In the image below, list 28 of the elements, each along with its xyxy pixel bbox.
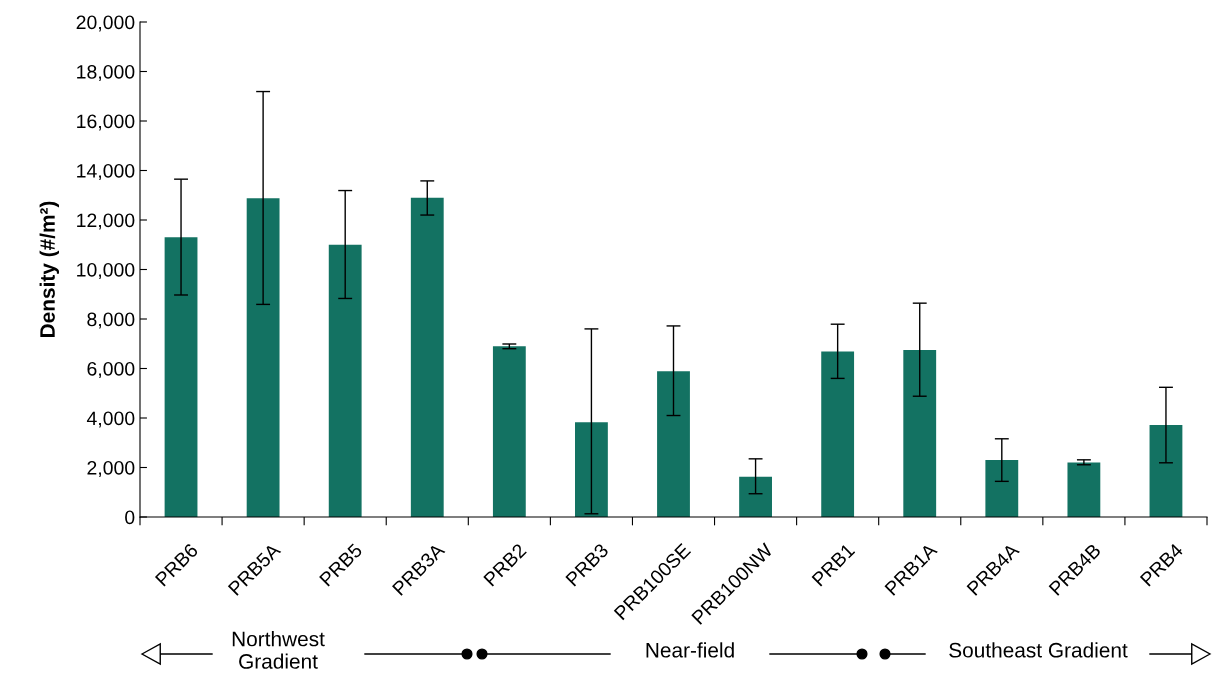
bar <box>575 422 608 517</box>
y-tick-label: 8,000 <box>87 312 135 329</box>
y-tick-label: 16,000 <box>77 114 135 131</box>
bar <box>821 351 855 517</box>
text: Southeast Gradient <box>949 642 1128 658</box>
bar <box>328 244 362 517</box>
y-tick-label: 6,000 <box>87 361 135 379</box>
y-tick-label: 10,000 <box>77 262 135 280</box>
y-tick-label: 20,000 <box>76 15 135 32</box>
y-tick-label: 12,000 <box>77 213 135 230</box>
bar <box>492 346 526 517</box>
bar <box>164 237 198 517</box>
y-tick-label: 2,000 <box>87 460 135 478</box>
bar <box>1149 424 1183 517</box>
y-axis-title: Density (#/m²) <box>39 201 60 337</box>
text: Near-field <box>646 642 734 658</box>
bar <box>1067 462 1101 517</box>
bar <box>410 197 444 517</box>
bar <box>739 476 772 517</box>
text: Northwest Gradient <box>232 631 325 669</box>
y-tick-label: 14,000 <box>77 163 135 181</box>
bar <box>657 371 690 517</box>
y-tick-label: 4,000 <box>86 411 135 428</box>
y-tick-label: 0 <box>125 510 135 525</box>
bar <box>246 198 280 517</box>
bar <box>985 460 1019 517</box>
y-tick-label: 18,000 <box>77 64 135 82</box>
bar <box>903 349 937 517</box>
